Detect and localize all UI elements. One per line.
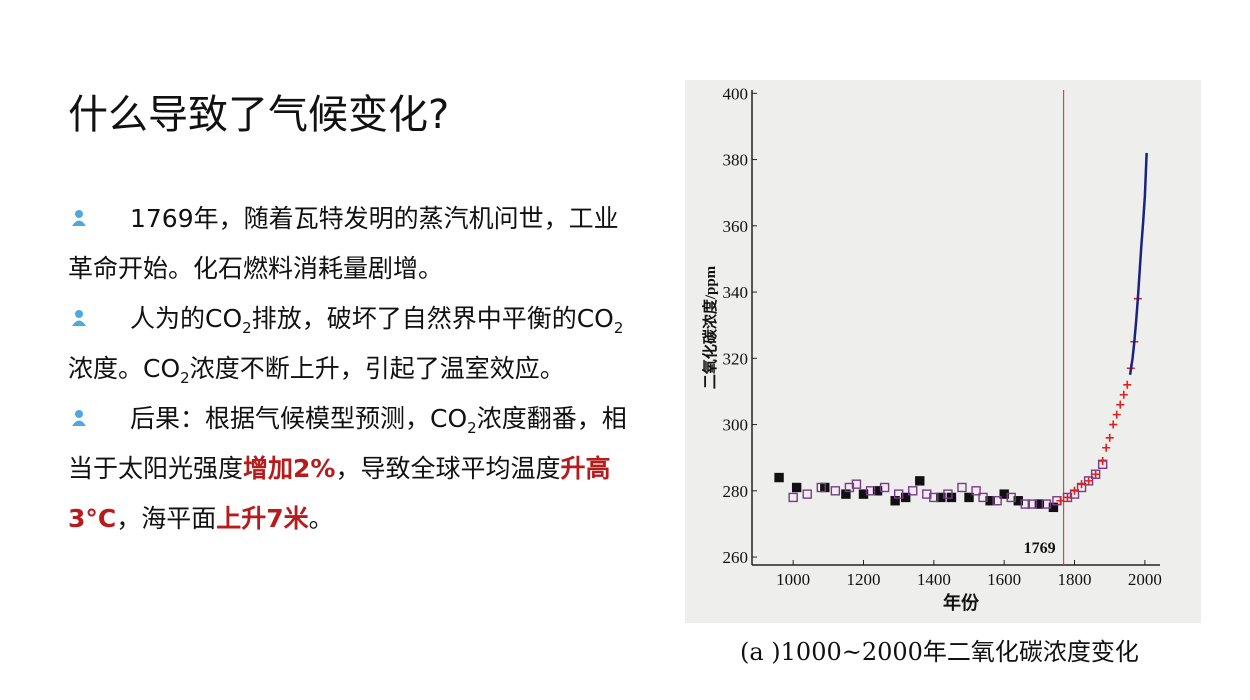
data-point: [964, 492, 974, 503]
bullet: 后果：根据气候模型预测，CO2浓度翻番，相当于太阳光强度增加2%，导致全球平均温…: [68, 394, 643, 544]
data-point: [774, 472, 784, 483]
y-tick-label: 380: [723, 151, 749, 170]
bullet: 1769年，随着瓦特发明的蒸汽机问世，工业革命开始。化石燃料消耗量剧增。: [68, 194, 643, 294]
slide-title: 什么导致了气候变化?: [68, 92, 450, 138]
data-point: [1084, 476, 1093, 485]
bullet-text: 1769年，随着瓦特发明的蒸汽机问世，工业革命开始。化石燃料消耗量剧增。: [68, 204, 619, 283]
x-tick-label: 1000: [776, 570, 810, 589]
data-point: [893, 489, 904, 499]
data-point: [908, 486, 918, 496]
figure-caption: (a )1000~2000年二氧化碳浓度变化: [740, 638, 1139, 666]
bullet-icon: [72, 310, 86, 326]
bullet: 人为的CO2排放，破坏了自然界中平衡的CO2浓度。CO2浓度不断上升，引起了温室…: [68, 294, 643, 394]
data-point: [865, 486, 876, 496]
figure: 260 280 300 320 340 360 380 400 1000 1200 1400 1600…: [685, 80, 1201, 623]
bullet-text: 排放，破坏了自然界中平衡的CO: [251, 304, 614, 333]
data-point: [957, 482, 967, 493]
data-point: [816, 482, 826, 493]
data-point: [1119, 390, 1128, 399]
data-point: [1105, 433, 1114, 442]
bullet-text: ，海平面: [116, 504, 217, 533]
data-point: [929, 492, 939, 503]
bullet-text: 2: [180, 369, 190, 387]
bullet-text: 2: [613, 319, 624, 337]
y-tick-label: 340: [723, 283, 749, 302]
bullet-text: 2: [467, 419, 477, 437]
data-point: [830, 486, 841, 496]
data-point: [1056, 496, 1065, 505]
y-tick-label: 320: [723, 349, 749, 368]
y-tick-label: 260: [723, 548, 749, 567]
data-point: [915, 476, 925, 486]
bullet-icon: [72, 210, 86, 226]
data-point: [851, 479, 862, 489]
data-point: [1034, 499, 1045, 509]
x-tick-label: 2000: [1128, 570, 1162, 589]
y-tick-label: 280: [723, 482, 749, 501]
figure-background: [685, 80, 1201, 623]
data-point: [943, 489, 953, 499]
data-point: [1006, 492, 1016, 503]
bullet-list: 1769年，随着瓦特发明的蒸汽机问世，工业革命开始。化石燃料消耗量剧增。人为的C…: [68, 194, 643, 544]
data-point: [1123, 380, 1132, 389]
data-point: [791, 482, 802, 493]
bullet-text: 后果：根据气候模型预测，CO: [130, 404, 468, 433]
data-point: [1109, 420, 1118, 429]
data-point: [1041, 499, 1052, 509]
bullet-text: 人为的CO: [130, 304, 243, 333]
data-point: [1070, 486, 1079, 495]
y-tick-label: 360: [723, 217, 749, 236]
bullet-icon: [72, 410, 86, 426]
data-point: [1063, 493, 1072, 502]
data-point: [1098, 456, 1107, 465]
data-point: [1112, 410, 1121, 419]
x-tick-label: 1400: [917, 570, 951, 589]
emphasis-text: 上升7米: [216, 504, 309, 533]
data-point: [1027, 499, 1038, 509]
bullet-text: ，导致全球平均温度: [335, 454, 561, 483]
emphasis-text: 升高3°C: [68, 454, 611, 533]
data-point: [978, 492, 988, 503]
data-point: [1116, 400, 1125, 409]
data-point: [1091, 470, 1100, 479]
x-tick-label: 1600: [987, 570, 1021, 589]
y-tick-label: 300: [723, 416, 749, 435]
data-point: [879, 482, 890, 493]
x-axis-label: 年份: [943, 592, 980, 613]
data-point: [992, 496, 1002, 506]
data-point: [802, 489, 812, 499]
data-line: [1128, 152, 1148, 376]
bullet-text: 。: [308, 504, 334, 533]
bullet-text: 浓度翻番，相当于太阳光强度: [68, 404, 627, 483]
bullet-text: 2: [242, 319, 252, 337]
data-point: [1077, 480, 1086, 489]
marker-label: 1769: [1024, 540, 1056, 557]
y-tick-label: 400: [723, 84, 749, 103]
emphasis-text: 增加2%: [243, 454, 336, 483]
bullet-text: 浓度。CO: [68, 354, 181, 383]
y-axis-label: 二氧化碳浓度/ppm: [701, 265, 719, 389]
data-point: [971, 486, 981, 496]
data-point: [788, 492, 798, 503]
data-point: [1102, 443, 1111, 452]
data-point: [1020, 499, 1030, 509]
bullet-text: 浓度不断上升，引起了温室效应。: [189, 354, 565, 383]
x-tick-label: 1200: [846, 570, 880, 589]
x-tick-label: 1800: [1058, 570, 1092, 589]
